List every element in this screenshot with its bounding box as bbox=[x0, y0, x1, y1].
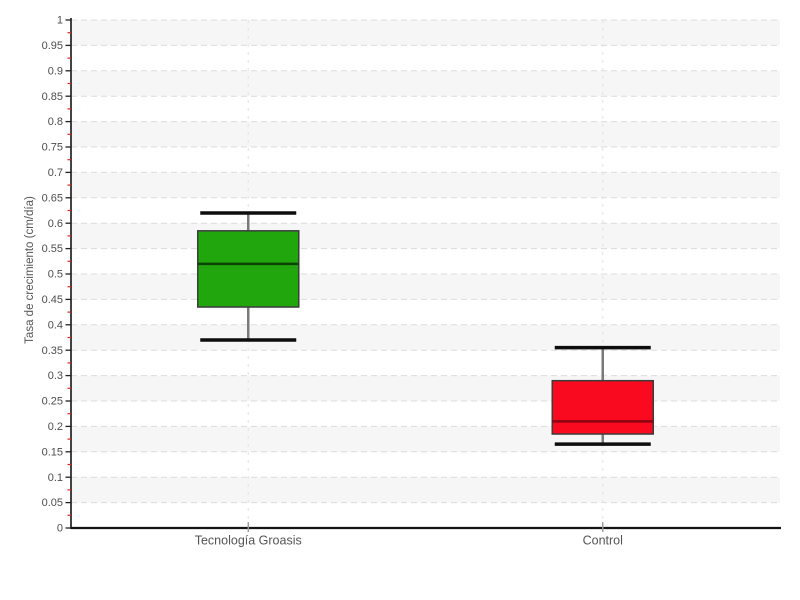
plot-band bbox=[71, 121, 780, 147]
y-tick-label: 0.45 bbox=[42, 294, 63, 306]
y-tick-label: 0.8 bbox=[48, 116, 63, 128]
iqr-box[interactable] bbox=[197, 230, 300, 308]
x-category-label: Control bbox=[583, 534, 623, 548]
y-tick-label: 0.25 bbox=[42, 396, 63, 408]
y-tick-label: 0.9 bbox=[48, 65, 63, 77]
plot-band bbox=[71, 172, 780, 198]
plot-band bbox=[71, 375, 780, 401]
boxplot-tecnologia-groasis[interactable] bbox=[197, 211, 300, 342]
plot-band bbox=[71, 274, 780, 300]
plot-band bbox=[71, 426, 780, 452]
plot-band bbox=[71, 223, 780, 249]
plot-band bbox=[71, 477, 780, 503]
y-tick-label: 0.85 bbox=[42, 91, 63, 103]
x-category-label: Tecnología Groasis bbox=[195, 534, 302, 548]
y-tick-label: 1 bbox=[57, 15, 63, 27]
y-tick-label: 0.15 bbox=[42, 446, 63, 458]
y-tick-label: 0.5 bbox=[48, 269, 63, 281]
y-tick-label: 0.7 bbox=[48, 167, 63, 179]
y-tick-label: 0.4 bbox=[48, 319, 63, 331]
plot-band bbox=[71, 70, 780, 97]
y-tick-label: 0.35 bbox=[42, 345, 63, 357]
y-tick-label: 0.95 bbox=[42, 40, 63, 52]
y-tick-label: 0.65 bbox=[42, 192, 63, 204]
plot-band bbox=[71, 20, 780, 46]
y-tick-label: 0.75 bbox=[42, 142, 63, 154]
y-tick-label: 0.05 bbox=[42, 497, 63, 509]
plot-band bbox=[71, 324, 780, 351]
y-tick-label: 0 bbox=[57, 523, 63, 535]
y-axis-title: Tasa de crecimiento (cm/día) bbox=[24, 196, 36, 344]
y-tick-label: 0.55 bbox=[42, 243, 63, 255]
boxplot-control[interactable] bbox=[551, 345, 654, 446]
y-tick-label: 0.3 bbox=[48, 370, 63, 382]
iqr-box[interactable] bbox=[551, 379, 654, 435]
y-tick-label: 0.1 bbox=[48, 472, 63, 484]
y-tick-label: 0.2 bbox=[48, 421, 63, 433]
y-tick-label: 0.6 bbox=[48, 218, 63, 230]
